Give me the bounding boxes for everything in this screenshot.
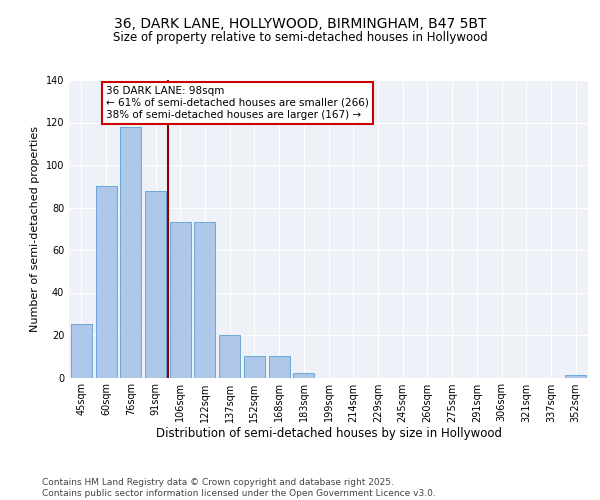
Bar bbox=[170, 222, 191, 378]
Text: Size of property relative to semi-detached houses in Hollywood: Size of property relative to semi-detach… bbox=[113, 31, 487, 44]
Bar bbox=[244, 356, 265, 378]
Y-axis label: Number of semi-detached properties: Number of semi-detached properties bbox=[30, 126, 40, 332]
Bar bbox=[565, 376, 586, 378]
Text: 36 DARK LANE: 98sqm
← 61% of semi-detached houses are smaller (266)
38% of semi-: 36 DARK LANE: 98sqm ← 61% of semi-detach… bbox=[106, 86, 369, 120]
Bar bbox=[71, 324, 92, 378]
Text: 36, DARK LANE, HOLLYWOOD, BIRMINGHAM, B47 5BT: 36, DARK LANE, HOLLYWOOD, BIRMINGHAM, B4… bbox=[114, 18, 486, 32]
Bar bbox=[95, 186, 116, 378]
Bar bbox=[293, 373, 314, 378]
Text: Contains HM Land Registry data © Crown copyright and database right 2025.
Contai: Contains HM Land Registry data © Crown c… bbox=[42, 478, 436, 498]
Bar bbox=[269, 356, 290, 378]
Bar bbox=[120, 126, 141, 378]
X-axis label: Distribution of semi-detached houses by size in Hollywood: Distribution of semi-detached houses by … bbox=[155, 428, 502, 440]
Bar bbox=[194, 222, 215, 378]
Bar bbox=[219, 335, 240, 378]
Bar bbox=[145, 190, 166, 378]
